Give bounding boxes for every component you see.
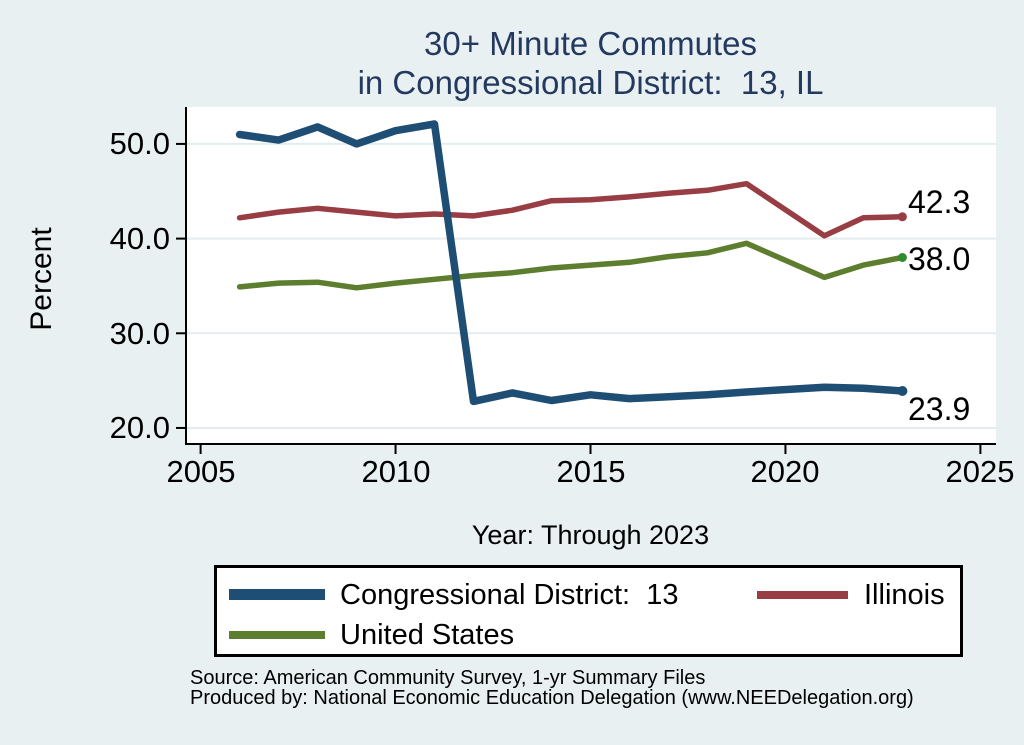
plot-area [176,107,996,454]
series-end-marker [897,253,907,262]
end-label-illinois: 42.3 [908,184,971,220]
series-end-marker [897,212,907,222]
y-tick-label: 40.0 [109,221,170,256]
series-end-marker [897,386,908,396]
legend-label-illinois: Illinois [864,579,945,611]
chart-title-line1: 30+ Minute Commutes [424,25,757,62]
legend-label-united-states: United States [340,619,515,651]
chart-title-line2: in Congressional District: 13, IL [357,64,824,101]
y-tick-label: 30.0 [109,316,170,351]
chart-title: 30+ Minute Commutes in Congressional Dis… [185,24,996,102]
y-tick-label: 50.0 [109,126,170,161]
x-tick-label: 2010 [361,454,431,489]
legend-swatch-illinois [757,591,848,599]
end-label-congressional-district: 23.9 [908,391,971,427]
series-line-congressional-district [235,120,907,406]
x-tick-label: 2015 [556,454,626,489]
series-line-united-states [236,240,906,291]
legend-swatch-united-states [229,631,325,639]
y-tick-label: 20.0 [109,410,170,445]
y-axis-label: Percent [25,227,58,331]
legend: Congressional District: 13 Illinois Unit… [214,565,963,657]
source-note: Source: American Community Survey, 1-yr … [190,667,706,689]
legend-swatch-congressional-district [229,589,325,600]
x-tick-label: 2005 [166,454,236,489]
x-tick-label: 2020 [750,454,820,489]
produced-by-note: Produced by: National Economic Education… [190,687,914,709]
legend-label-congressional-district: Congressional District: 13 [340,579,679,611]
series-line-illinois [236,180,906,239]
x-axis-label: Year: Through 2023 [471,520,710,550]
x-tick-label: 2025 [945,454,1015,489]
end-label-united-states: 38.0 [908,241,971,277]
footer-notes: Source: American Community Survey, 1-yr … [190,668,914,708]
